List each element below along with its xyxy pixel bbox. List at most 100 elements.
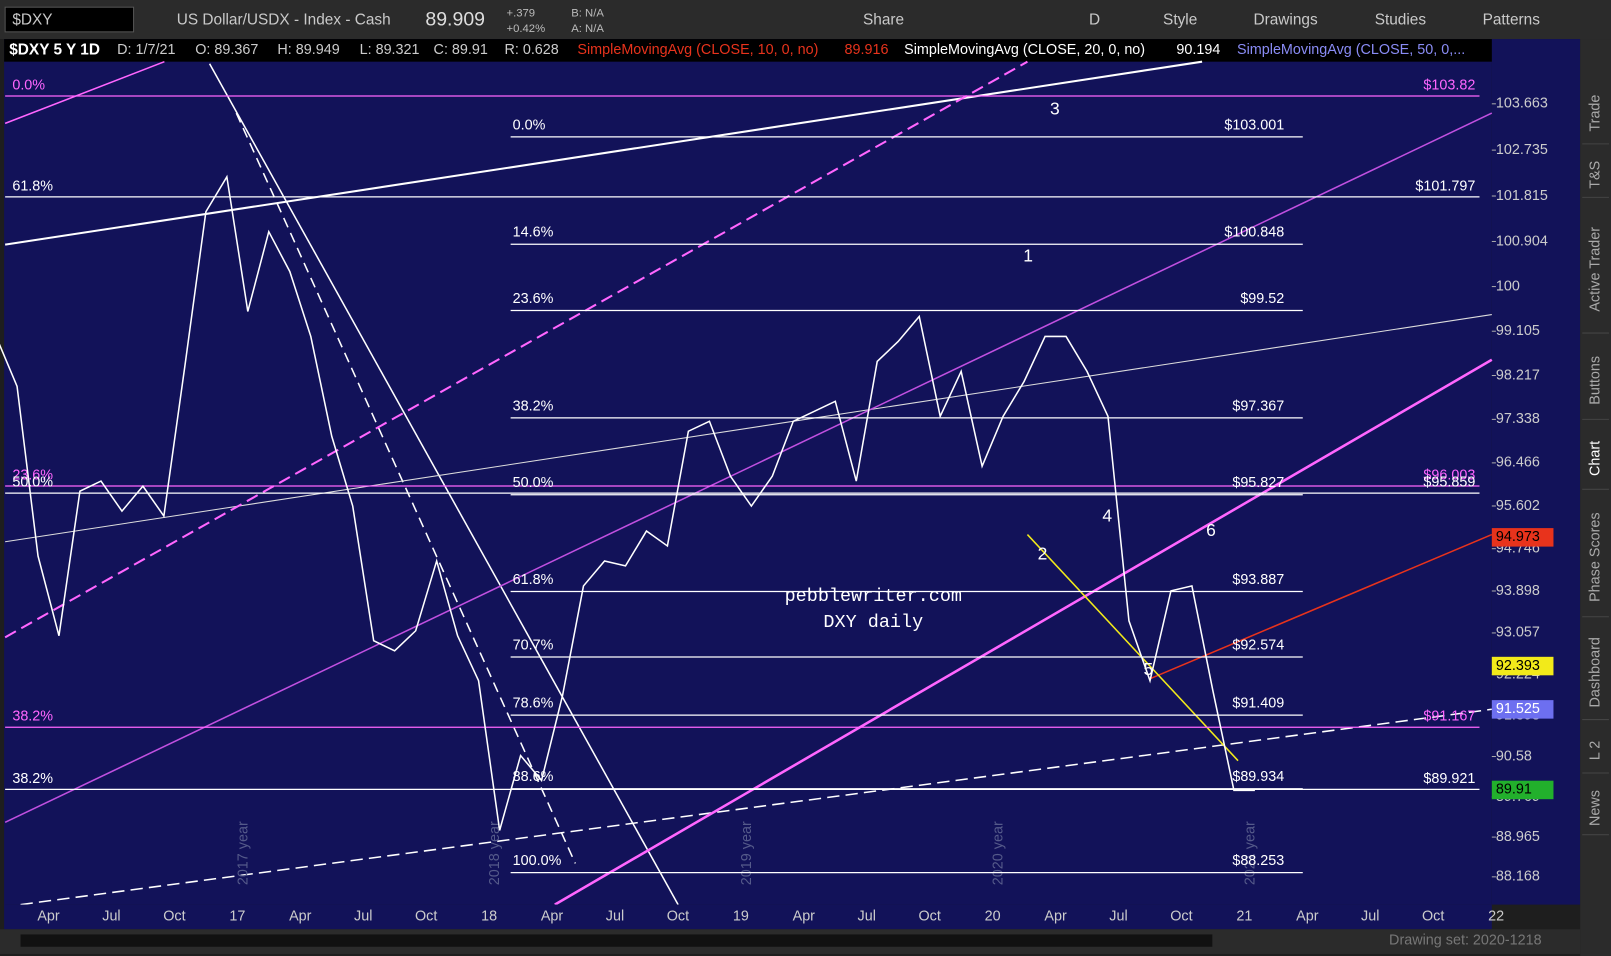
y-tick-label: 95.602: [1496, 498, 1540, 514]
x-tick-label: Apr: [541, 909, 564, 925]
info-close: C: 89.91: [434, 42, 488, 58]
style-button[interactable]: Style: [1163, 12, 1197, 29]
side-tab: News: [1587, 790, 1603, 826]
price-axis: [1491, 39, 1581, 905]
drawing-set: Drawing set: 2020-1218: [1389, 932, 1542, 948]
fib-price: $100.848: [1224, 225, 1284, 241]
y-tick-label: 100: [1496, 278, 1520, 294]
symbol-box[interactable]: [4, 6, 135, 33]
bid: B: N/A: [571, 7, 604, 19]
info-open: O: 89.367: [195, 42, 258, 58]
x-tick-label: Oct: [918, 909, 940, 925]
drawings-button[interactable]: Drawings: [1253, 12, 1317, 29]
y-tick-label: 101.815: [1496, 188, 1548, 204]
y-tick-label: 100.904: [1496, 233, 1548, 249]
y-tick-label: 93.057: [1496, 625, 1540, 641]
change: +.379: [507, 7, 536, 19]
x-tick-label: Oct: [667, 909, 689, 925]
side-tab: Active Trader: [1587, 227, 1603, 312]
fib-price: $95.827: [1232, 475, 1284, 491]
x-tick-label: Jul: [1109, 909, 1127, 925]
fib-price: $101.797: [1415, 178, 1475, 194]
year-mark: 2020 year: [991, 821, 1007, 885]
fib-pct: 38.2%: [513, 398, 554, 414]
y-tick-label: 99.105: [1496, 323, 1540, 339]
time-axis: [4, 904, 1492, 930]
x-tick-label: 17: [229, 909, 245, 925]
info-title: $DXY 5 Y 1D: [9, 41, 100, 58]
fib-price: $96.003: [1423, 467, 1475, 483]
side-panel: [1580, 39, 1611, 956]
period-button[interactable]: D: [1089, 12, 1100, 29]
x-tick-label: Apr: [1296, 909, 1319, 925]
x-tick-label: Oct: [1422, 909, 1444, 925]
fib-pct: 23.6%: [12, 467, 53, 483]
fib-price: $93.887: [1232, 572, 1284, 588]
fib-price: $89.921: [1423, 771, 1475, 787]
wave-label: 6: [1206, 520, 1216, 540]
studies-button[interactable]: Studies: [1375, 12, 1427, 29]
ask: A: N/A: [571, 23, 604, 35]
sma20: SimpleMovingAvg (CLOSE, 20, 0, no): [904, 42, 1145, 58]
price-line: [0, 174, 1255, 831]
share-button[interactable]: Share: [863, 12, 904, 29]
symbol: $DXY: [12, 12, 52, 29]
fib-price: $92.574: [1232, 638, 1284, 654]
fib-pct: 100.0%: [513, 853, 562, 869]
price-badge-label: 91.525: [1496, 701, 1540, 717]
info-bar: [4, 39, 1492, 62]
y-tick-label: 88.168: [1496, 869, 1540, 885]
fib-price: $95.859: [1423, 475, 1475, 491]
x-tick-label: 20: [985, 909, 1001, 925]
info-high: H: 89.949: [277, 42, 339, 58]
wave-label: 4: [1102, 506, 1112, 526]
y-tick-label: 97.338: [1496, 411, 1540, 427]
fib-price: $97.367: [1232, 398, 1284, 414]
x-tick-label: 22: [1488, 909, 1504, 925]
wave-label: 3: [1050, 99, 1060, 119]
y-tick-label: 90.58: [1496, 748, 1532, 764]
price-badge-label: 94.973: [1496, 529, 1540, 545]
side-tab: Trade: [1587, 95, 1603, 132]
sma10-value: 89.916: [845, 42, 889, 58]
x-tick-label: Jul: [354, 909, 372, 925]
price-badge: [1491, 528, 1554, 547]
fib-price: $103.001: [1224, 117, 1284, 133]
x-tick-label: Jul: [606, 909, 624, 925]
side-tab: Phase Scores: [1587, 512, 1603, 602]
x-tick-label: Oct: [1170, 909, 1192, 925]
fib-pct: 78.6%: [513, 696, 554, 712]
price-badge-label: 89.91: [1496, 782, 1532, 798]
watermark: pebblewriter.com: [785, 586, 962, 607]
fib-pct: 70.7%: [513, 638, 554, 654]
x-tick-label: 19: [733, 909, 749, 925]
last-price: 89.909: [425, 9, 485, 31]
patterns-button[interactable]: Patterns: [1483, 12, 1541, 29]
fib-pct: 0.0%: [12, 78, 45, 94]
side-tab: Dashboard: [1587, 637, 1603, 707]
x-tick-label: Apr: [1044, 909, 1067, 925]
sma10: SimpleMovingAvg (CLOSE, 10, 0, no): [577, 42, 818, 58]
wave-label: 2: [1038, 544, 1048, 564]
trendlines: [4, 60, 1493, 906]
y-tick-label: 88.965: [1496, 829, 1540, 845]
fib-pct: 0.0%: [513, 117, 546, 133]
y-tick-label: 103.663: [1496, 96, 1548, 112]
fib-price: $91.167: [1423, 709, 1475, 725]
x-tick-label: Apr: [793, 909, 816, 925]
toolbar: [0, 0, 1611, 40]
x-tick-label: Jul: [1361, 909, 1379, 925]
description: US Dollar/USDX - Index - Cash: [177, 12, 391, 29]
x-tick-label: Oct: [415, 909, 437, 925]
watermark: DXY daily: [823, 612, 923, 633]
price-badge-label: 92.393: [1496, 658, 1540, 674]
y-tick-label: 96.466: [1496, 455, 1540, 471]
side-tab: Chart: [1587, 441, 1603, 476]
x-tick-label: Apr: [37, 909, 60, 925]
fib-price: $89.934: [1232, 769, 1284, 785]
price-badge: [1491, 700, 1554, 719]
x-tick-label: 18: [481, 909, 497, 925]
scroll-track[interactable]: [20, 934, 1213, 947]
fib-price: $99.52: [1240, 291, 1284, 307]
